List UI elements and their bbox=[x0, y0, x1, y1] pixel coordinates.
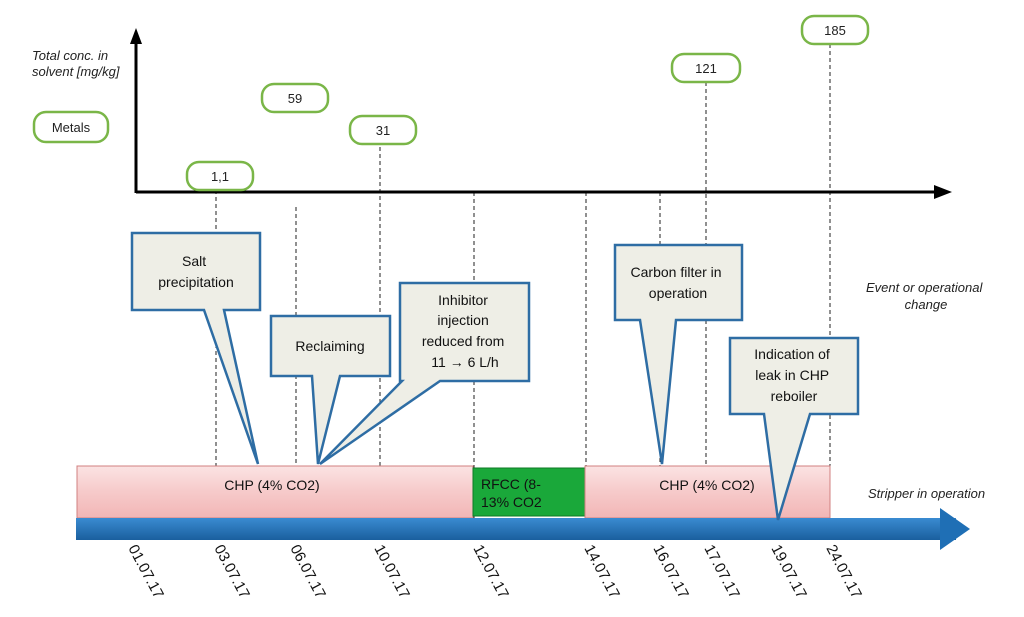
date-label: 01.07.17 bbox=[124, 542, 166, 602]
value-label: 1,1 bbox=[211, 169, 229, 184]
event-callout-line: reboiler bbox=[771, 388, 818, 404]
operation-bar-label: CHP (4% CO2) bbox=[659, 477, 754, 493]
value-label: 31 bbox=[376, 123, 390, 138]
event-callout-text: Reclaiming bbox=[295, 338, 364, 354]
date-label: 24.07.17 bbox=[822, 542, 864, 602]
date-label: 10.07.17 bbox=[370, 542, 412, 602]
date-label: 17.07.17 bbox=[700, 542, 742, 602]
value-label: 185 bbox=[824, 23, 846, 38]
series-label: Metals bbox=[52, 120, 91, 135]
date-label: 16.07.17 bbox=[649, 542, 691, 602]
event-callout-text: Salt precipitation bbox=[158, 253, 234, 290]
value-badge: 121 bbox=[670, 52, 742, 84]
event-callout: Reclaiming bbox=[269, 314, 392, 465]
date-label: 19.07.17 bbox=[767, 542, 809, 602]
value-badge: 185 bbox=[800, 14, 870, 46]
event-callout-line: Inhibitor bbox=[438, 292, 488, 308]
date-label: 14.07.17 bbox=[580, 542, 622, 602]
y-axis-label-line: Total conc. in bbox=[32, 48, 108, 63]
event-callout-line: Indication of bbox=[754, 346, 830, 362]
event-callout-line: Salt bbox=[182, 253, 206, 269]
event-callout-text: Carbon filter in operation bbox=[631, 264, 726, 301]
timeline-arrow bbox=[76, 508, 970, 550]
events-label-line: change bbox=[905, 297, 948, 312]
event-callout-text: Inhibitor injection reduced from 11 → 6 … bbox=[422, 292, 508, 370]
stripper-label: Stripper in operation bbox=[868, 486, 985, 501]
events-label: Event or operational change bbox=[866, 280, 986, 312]
value-label: 121 bbox=[695, 61, 717, 76]
event-callout: Inhibitor injection reduced from 11 → 6 … bbox=[319, 281, 531, 466]
event-callout-line: reduced from bbox=[422, 333, 504, 349]
event-callout-text: Indication of leak in CHP reboiler bbox=[754, 346, 833, 404]
date-labels: 01.07.17 03.07.17 06.07.17 10.07.17 12.07.17… bbox=[124, 542, 864, 602]
value-badge: 31 bbox=[348, 114, 418, 146]
event-callout-line: operation bbox=[649, 285, 707, 301]
event-callout-line: 11 → 6 L/h bbox=[431, 354, 498, 370]
operation-bar-label-line: 13% CO2 bbox=[481, 494, 542, 510]
event-callout: Indication of leak in CHP reboiler bbox=[728, 336, 860, 521]
y-axis-label-line: solvent [mg/kg] bbox=[32, 64, 120, 79]
date-label: 12.07.17 bbox=[469, 542, 511, 602]
y-axis-label: Total conc. in solvent [mg/kg] bbox=[32, 48, 120, 79]
events-label-line: Event or operational bbox=[866, 280, 983, 295]
operation-bar-label: CHP (4% CO2) bbox=[224, 477, 319, 493]
value-label: 59 bbox=[288, 91, 302, 106]
operation-bar-label-line: RFCC (8- bbox=[481, 476, 541, 492]
event-callout-line: precipitation bbox=[158, 274, 234, 290]
operation-bar-label: RFCC (8- 13% CO2 bbox=[481, 476, 545, 510]
value-badge: 59 bbox=[260, 82, 330, 114]
event-callout: Salt precipitation bbox=[130, 231, 262, 465]
chart-axes bbox=[130, 28, 952, 199]
event-callout-line: Carbon filter in bbox=[631, 264, 722, 280]
x-axis-arrow bbox=[934, 185, 952, 199]
operation-bar: RFCC (8- 13% CO2 bbox=[472, 467, 586, 517]
date-label: 03.07.17 bbox=[210, 542, 252, 602]
value-badge: 1,1 bbox=[185, 160, 255, 192]
date-label: 06.07.17 bbox=[286, 542, 328, 602]
y-axis-arrow bbox=[130, 28, 142, 44]
event-callout-line: leak in CHP bbox=[755, 367, 829, 383]
event-callout: Carbon filter in operation bbox=[613, 243, 744, 465]
event-callout-line: injection bbox=[437, 312, 488, 328]
series-badge: Metals bbox=[32, 110, 110, 144]
operation-bar: CHP (4% CO2) bbox=[76, 465, 474, 519]
